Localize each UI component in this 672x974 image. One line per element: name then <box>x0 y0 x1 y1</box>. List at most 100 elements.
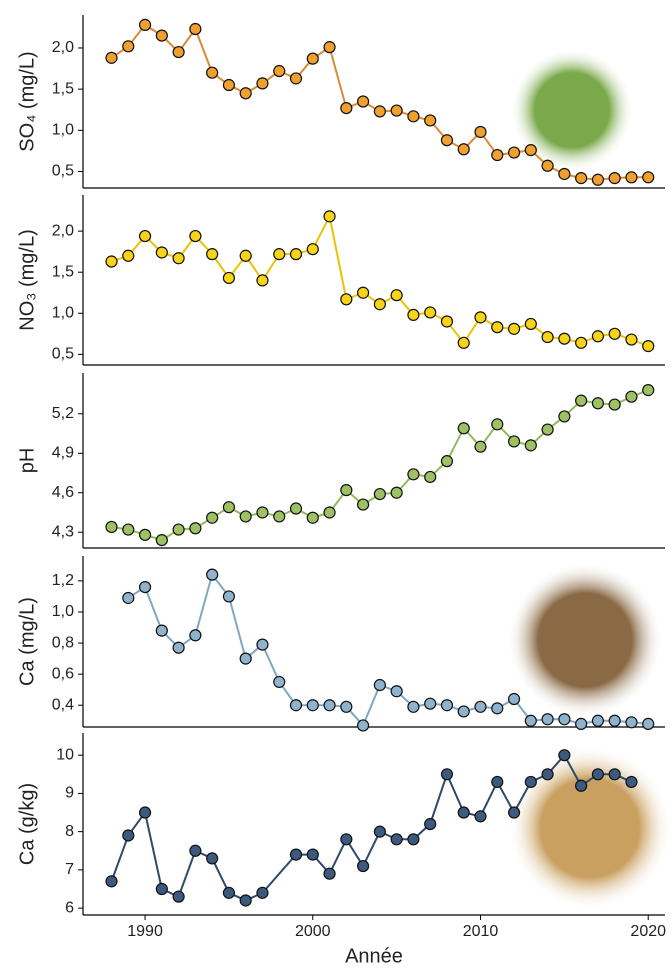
point <box>458 144 469 155</box>
y-tick-label: 9 <box>65 785 74 802</box>
point <box>643 718 654 729</box>
y-axis-label: SO₄ (mg/L) <box>16 51 38 151</box>
y-tick-label: 1,5 <box>52 263 74 280</box>
point <box>626 172 637 183</box>
point <box>307 53 318 64</box>
point <box>156 625 167 636</box>
y-tick-label: 6 <box>65 899 74 916</box>
point <box>240 88 251 99</box>
y-axis-label: Ca (g/kg) <box>16 783 38 865</box>
point <box>156 884 167 895</box>
y-tick-label: 0,6 <box>52 665 74 682</box>
point <box>223 80 234 91</box>
point <box>257 78 268 89</box>
point <box>458 807 469 818</box>
point <box>542 769 553 780</box>
point <box>391 105 402 116</box>
point <box>324 507 335 518</box>
point <box>542 160 553 171</box>
point <box>525 776 536 787</box>
y-axis-label: NO₃ (mg/L) <box>16 229 38 330</box>
point <box>425 698 436 709</box>
point <box>140 529 151 540</box>
x-tick-label: 1990 <box>127 923 163 940</box>
y-axis-label: Ca (mg/L) <box>16 597 38 686</box>
y-tick-label: 7 <box>65 861 74 878</box>
point <box>173 253 184 264</box>
point <box>291 249 302 260</box>
point <box>341 485 352 496</box>
point <box>408 701 419 712</box>
point <box>626 776 637 787</box>
point <box>408 111 419 122</box>
point <box>140 807 151 818</box>
point <box>123 250 134 261</box>
point <box>190 231 201 242</box>
point <box>492 419 503 430</box>
point <box>341 103 352 114</box>
y-tick-label: 0,8 <box>52 634 74 651</box>
photo <box>507 562 663 718</box>
point <box>274 676 285 687</box>
point <box>509 147 520 158</box>
point <box>106 52 117 63</box>
y-tick-label: 1,0 <box>52 304 74 321</box>
y-tick-label: 1,5 <box>52 80 74 97</box>
point <box>509 694 520 705</box>
point <box>643 341 654 352</box>
point <box>576 395 587 406</box>
point <box>475 312 486 323</box>
point <box>190 845 201 856</box>
page: 0,51,01,52,0SO₄ (mg/L)0,51,01,52,0NO₃ (m… <box>0 0 672 974</box>
point <box>106 256 117 267</box>
point <box>223 887 234 898</box>
point <box>240 250 251 261</box>
point <box>576 718 587 729</box>
point <box>509 807 520 818</box>
point <box>576 780 587 791</box>
point <box>475 701 486 712</box>
point <box>123 830 134 841</box>
y-tick-label: 10 <box>56 746 74 763</box>
point <box>408 469 419 480</box>
point <box>257 887 268 898</box>
x-tick-label: 2020 <box>630 923 666 940</box>
point <box>207 67 218 78</box>
point <box>542 714 553 725</box>
y-tick-label: 0,5 <box>52 163 74 180</box>
point <box>441 316 452 327</box>
point <box>307 244 318 255</box>
point <box>525 318 536 329</box>
point <box>374 680 385 691</box>
point <box>592 331 603 342</box>
point <box>324 42 335 53</box>
point <box>207 853 218 864</box>
point <box>207 249 218 260</box>
point <box>324 868 335 879</box>
point <box>475 441 486 452</box>
chart: 0,51,01,52,0SO₄ (mg/L)0,51,01,52,0NO₃ (m… <box>0 0 672 969</box>
point <box>542 332 553 343</box>
point <box>475 126 486 137</box>
point <box>324 700 335 711</box>
point <box>156 30 167 41</box>
point <box>458 706 469 717</box>
x-tick-label: 2010 <box>463 923 499 940</box>
point <box>123 524 134 535</box>
point <box>207 512 218 523</box>
point <box>140 582 151 593</box>
y-tick-label: 1,0 <box>52 122 74 139</box>
point <box>358 861 369 872</box>
y-tick-label: 5,2 <box>52 405 74 422</box>
point <box>307 849 318 860</box>
point <box>425 307 436 318</box>
point <box>374 826 385 837</box>
point <box>609 715 620 726</box>
point <box>223 272 234 283</box>
point <box>190 630 201 641</box>
point <box>173 47 184 58</box>
point <box>123 41 134 52</box>
y-tick-label: 1,0 <box>52 603 74 620</box>
photo <box>508 746 672 910</box>
point <box>391 487 402 498</box>
